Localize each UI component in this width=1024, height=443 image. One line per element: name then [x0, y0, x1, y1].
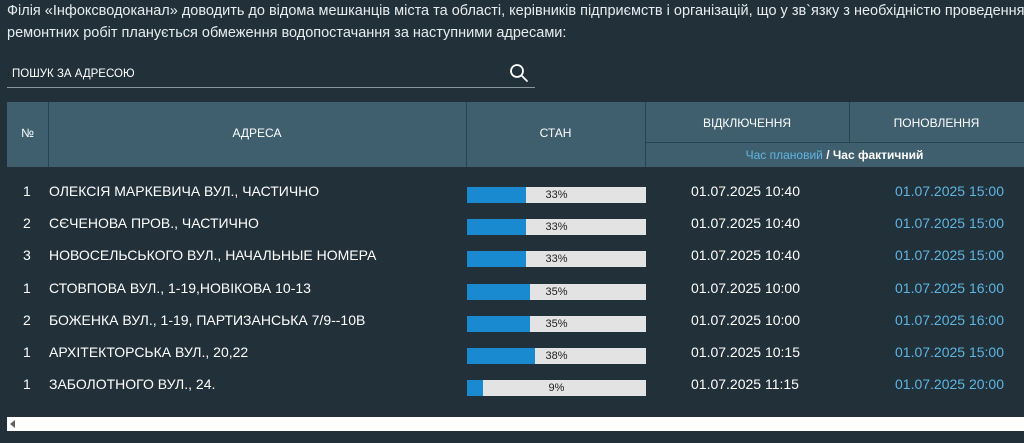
row-number: 1: [23, 280, 31, 296]
header-restore[interactable]: ПОНОВЛЕННЯ: [893, 116, 980, 130]
table-row: 1 ОЛЕКСІЯ МАРКЕВИЧА ВУЛ., ЧАСТИЧНО 33% 0…: [7, 175, 1024, 207]
disconnect-time: 01.07.2025 10:40: [691, 183, 800, 199]
time-actual-label: Час фактичний: [832, 148, 924, 162]
notice-line-1: Філія «Інфоксводоканал» доводить до відо…: [7, 3, 1024, 19]
scroll-left-icon[interactable]: [10, 420, 15, 428]
header-disconnect[interactable]: ВІДКЛЮЧЕННЯ: [702, 116, 792, 130]
horizontal-scrollbar[interactable]: [7, 417, 1024, 431]
table-row: 1 ЗАБОЛОТНОГО ВУЛ., 24. 9% 01.07.2025 11…: [7, 368, 1024, 400]
row-address: ЗАБОЛОТНОГО ВУЛ., 24.: [49, 376, 216, 392]
progress-label: 35%: [545, 318, 568, 330]
header-address[interactable]: АДРЕСА: [232, 126, 282, 140]
table-row: 1 СТОВПОВА ВУЛ., 1-19,НОВІКОВА 10-13 35%…: [7, 272, 1024, 304]
search-icon[interactable]: [509, 63, 529, 83]
notice-line-2: ремонтних робіт планується обмеження вод…: [7, 25, 567, 41]
restore-time: 01.07.2025 15:00: [895, 215, 1004, 231]
time-planned-label: Час плановий: [745, 148, 823, 162]
disconnect-time: 01.07.2025 11:15: [691, 376, 799, 392]
progress-bar: 35%: [467, 316, 646, 332]
progress-label: 33%: [545, 221, 568, 233]
restore-time: 01.07.2025 15:00: [895, 344, 1004, 360]
table-row: 1 АРХІТЕКТОРСЬКА ВУЛ., 20,22 38% 01.07.2…: [7, 336, 1024, 368]
header-status[interactable]: СТАН: [539, 126, 572, 140]
progress-fill: [467, 219, 527, 235]
search-input[interactable]: [10, 64, 494, 84]
progress-label: 35%: [545, 286, 568, 298]
row-address: СЄЧЕНОВА ПРОВ., ЧАСТИЧНО: [49, 215, 259, 231]
restore-time: 01.07.2025 16:00: [895, 280, 1004, 296]
row-number: 3: [23, 247, 31, 263]
disconnect-time: 01.07.2025 10:15: [691, 344, 800, 360]
row-address: ОЛЕКСІЯ МАРКЕВИЧА ВУЛ., ЧАСТИЧНО: [49, 183, 320, 199]
progress-bar: 33%: [467, 251, 646, 267]
time-separator: /: [822, 148, 833, 162]
restore-time: 01.07.2025 15:00: [895, 183, 1004, 199]
disconnect-time: 01.07.2025 10:40: [691, 247, 800, 263]
progress-fill: [467, 284, 530, 300]
row-address: СТОВПОВА ВУЛ., 1-19,НОВІКОВА 10-13: [49, 280, 311, 296]
row-address: НОВОСЕЛЬСЬКОГО ВУЛ., НАЧАЛЬНЫЕ НОМЕРА: [49, 247, 377, 263]
time-legend: Час плановий / Час фактичний: [645, 149, 1024, 167]
row-number: 1: [23, 376, 31, 392]
progress-bar: 35%: [467, 284, 646, 300]
progress-label: 33%: [545, 189, 568, 201]
table-row: 2 БОЖЕНКА ВУЛ., 1-19, ПАРТИЗАНСЬКА 7/9--…: [7, 304, 1024, 336]
disconnect-time: 01.07.2025 10:40: [691, 215, 800, 231]
header-num: №: [21, 126, 34, 140]
row-number: 1: [23, 344, 31, 360]
table-header: № АДРЕСА СТАН ВІДКЛЮЧЕННЯ ПОНОВЛЕННЯ Час…: [7, 102, 1024, 167]
progress-bar: 9%: [467, 380, 646, 396]
progress-bar: 33%: [467, 219, 646, 235]
progress-fill: [467, 380, 484, 396]
row-number: 1: [23, 183, 31, 199]
table-row: 3 НОВОСЕЛЬСЬКОГО ВУЛ., НАЧАЛЬНЫЕ НОМЕРА …: [7, 239, 1024, 271]
progress-fill: [467, 251, 527, 267]
notice-text: Філія «Інфоксводоканал» доводить до відо…: [7, 0, 1024, 44]
row-address: БОЖЕНКА ВУЛ., 1-19, ПАРТИЗАНСЬКА 7/9--10…: [49, 312, 366, 328]
restore-time: 01.07.2025 16:00: [895, 312, 1004, 328]
table-row: 2 СЄЧЕНОВА ПРОВ., ЧАСТИЧНО 33% 01.07.202…: [7, 207, 1024, 239]
progress-fill: [467, 316, 530, 332]
row-number: 2: [23, 312, 31, 328]
address-search: [7, 60, 535, 88]
progress-fill: [467, 187, 527, 203]
row-address: АРХІТЕКТОРСЬКА ВУЛ., 20,22: [49, 344, 249, 360]
disconnect-time: 01.07.2025 10:00: [691, 280, 800, 296]
progress-bar: 33%: [467, 187, 646, 203]
row-number: 2: [23, 215, 31, 231]
restore-time: 01.07.2025 20:00: [895, 376, 1004, 392]
progress-bar: 38%: [467, 348, 646, 364]
progress-fill: [467, 348, 536, 364]
progress-label: 33%: [545, 253, 568, 265]
progress-label: 38%: [545, 350, 568, 362]
disconnect-time: 01.07.2025 10:00: [691, 312, 800, 328]
progress-label: 9%: [548, 382, 565, 394]
restore-time: 01.07.2025 15:00: [895, 247, 1004, 263]
